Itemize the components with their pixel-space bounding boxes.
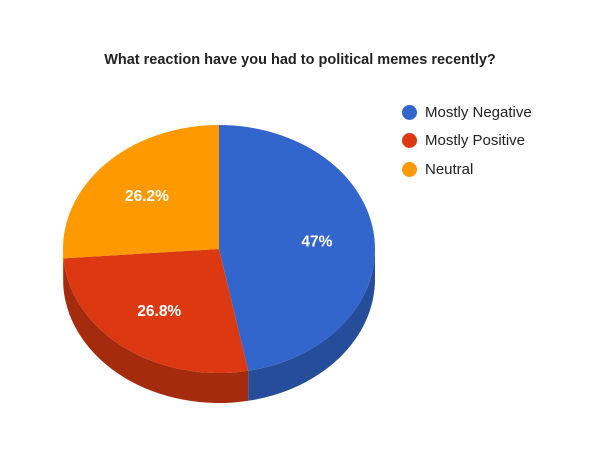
slice-mostly-positive-side [63, 258, 249, 403]
legend-item-mostly-negative[interactable]: Mostly Negative [402, 98, 532, 127]
slice-mostly-negative[interactable] [219, 125, 375, 371]
legend-label: Mostly Positive [425, 132, 526, 150]
legend-swatch-icon [402, 161, 417, 177]
slice-labels: 47% 26.8% 26.2% [125, 188, 333, 320]
legend-label: Neutral [425, 160, 474, 178]
legend-label: Mostly Negative [425, 103, 532, 121]
chart-title: What reaction have you had to political … [104, 52, 496, 68]
pie-slices [63, 125, 375, 373]
slice-neutral-label: 26.2% [125, 188, 169, 205]
slice-mostly-negative-label: 47% [301, 234, 332, 251]
slice-neutral[interactable] [63, 125, 219, 259]
legend-item-mostly-positive[interactable]: Mostly Positive [402, 127, 532, 156]
slice-mostly-negative-side [248, 249, 375, 401]
slice-mostly-positive[interactable] [63, 249, 249, 373]
legend: Mostly Negative Mostly Positive Neutral [402, 98, 532, 184]
legend-swatch-icon [402, 133, 417, 149]
pie-3d-sides [63, 249, 375, 403]
slice-mostly-positive-label: 26.8% [137, 303, 181, 320]
legend-item-neutral[interactable]: Neutral [402, 155, 532, 184]
legend-swatch-icon [402, 104, 417, 120]
